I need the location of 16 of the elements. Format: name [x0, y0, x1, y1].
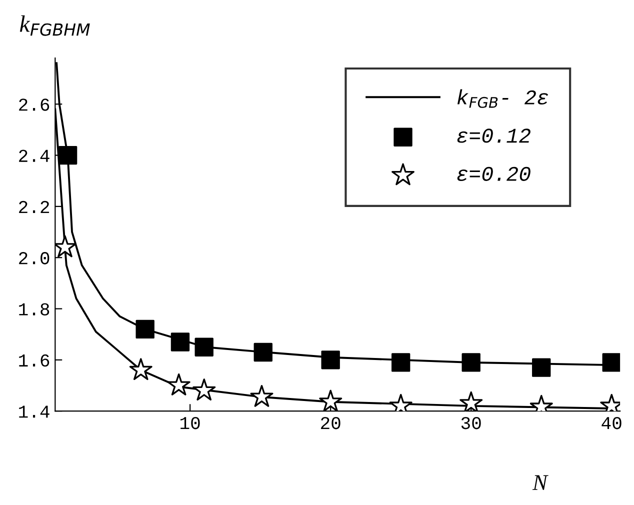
- x-tick-label: 10: [180, 416, 200, 430]
- legend-label: ε=0.12: [457, 128, 530, 143]
- y-tick-label: 2.6: [19, 98, 50, 111]
- y-tick-label: 2.0: [19, 252, 50, 264]
- y-tick-label: 1.4: [19, 406, 50, 418]
- x-tick-label: 20: [321, 416, 340, 430]
- legend-label: ε=0.20: [457, 166, 530, 181]
- legend-label: k$_{FGB}$- 2ε: [457, 89, 548, 108]
- x-tick-label: 30: [461, 416, 481, 430]
- y-tick-label: 1.6: [19, 354, 50, 367]
- y-tick-label: 1.8: [19, 303, 50, 316]
- x-axis-title: N: [532, 475, 548, 490]
- y-tick-label: 2.4: [19, 150, 50, 162]
- y-axis-title: k$_{FGBHM}$: [20, 15, 90, 36]
- y-tick-label: 2.2: [19, 200, 50, 213]
- x-tick-label: 40: [602, 416, 622, 430]
